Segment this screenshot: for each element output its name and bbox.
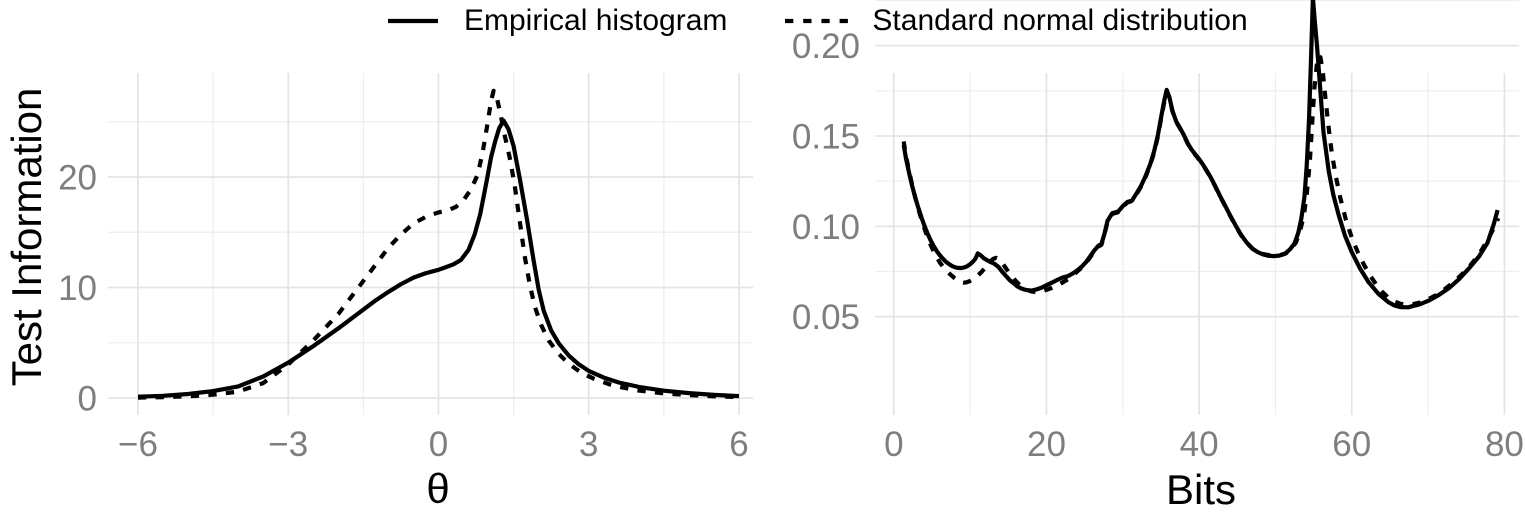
- x-axis-title-right-panel: Bits: [1165, 466, 1237, 513]
- legend-solid-line-icon: [388, 18, 438, 24]
- series-line-standard-normal: [901, 53, 1501, 307]
- x-tick-label: 3: [579, 425, 598, 464]
- y-tick-label: 20: [58, 159, 97, 198]
- x-tick-label: 0: [429, 425, 448, 464]
- x-tick-label: 20: [1027, 425, 1066, 464]
- y-axis-title-left-panel: Test Information: [3, 87, 50, 387]
- y-tick-label: 0.15: [792, 117, 860, 156]
- y-tick-label: 0.10: [792, 208, 860, 247]
- x-tick-label: 6: [729, 425, 748, 464]
- x-tick-label: 60: [1332, 425, 1371, 464]
- y-tick-label: 0.05: [792, 298, 860, 337]
- legend-label-empirical-histogram: Empirical histogram: [464, 4, 728, 37]
- x-tick-label: 80: [1485, 425, 1524, 464]
- series-line-standard-normal: [137, 88, 740, 400]
- legend: Empirical histogram Standard normal dist…: [388, 1, 1248, 41]
- series-line-empirical-histogram: [137, 118, 740, 399]
- x-axis-title-left-panel: θ: [426, 465, 450, 512]
- y-tick-label: 10: [58, 269, 97, 308]
- y-tick-label: 0.20: [792, 27, 860, 66]
- y-tick-label: 0: [78, 380, 97, 419]
- legend-label-standard-normal: Standard normal distribution: [872, 4, 1248, 37]
- legend-dashed-line-icon: [785, 18, 849, 24]
- x-tick-label: −3: [268, 425, 308, 464]
- x-tick-label: 0: [884, 425, 903, 464]
- x-tick-label: −6: [118, 425, 158, 464]
- x-tick-label: 40: [1180, 425, 1219, 464]
